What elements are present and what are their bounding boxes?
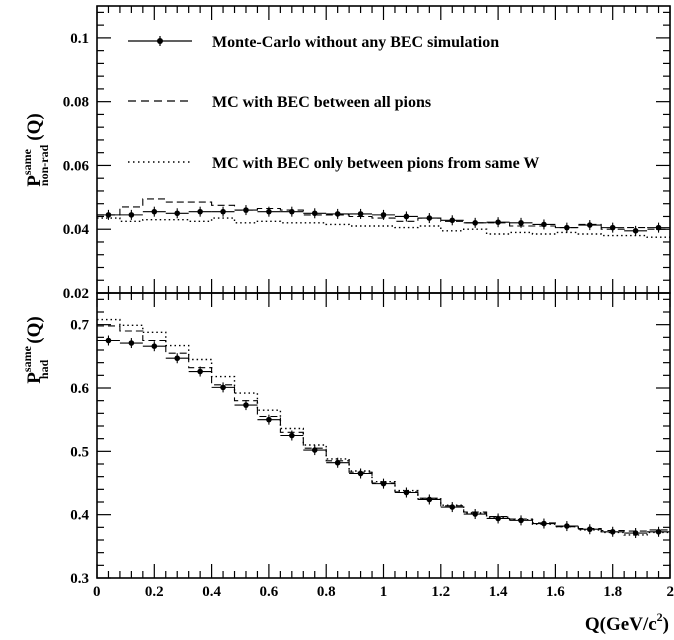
mc-point-bottom	[151, 343, 158, 350]
mc-point-top	[220, 208, 226, 215]
mc-point-top	[334, 211, 341, 217]
series-bec-same-w-line-bottom	[97, 318, 670, 536]
y-tick-label-bottom: 0.4	[70, 508, 89, 524]
legend-marker	[157, 38, 163, 44]
series-bec-same-w-line-top	[97, 217, 670, 238]
y-tick-label-bottom: 0.3	[70, 571, 89, 587]
mc-point-bottom	[289, 432, 295, 439]
mc-point-top	[357, 211, 364, 217]
x-tick-label: 1.8	[603, 584, 622, 600]
top-y-title-sub: non-rad	[37, 144, 51, 186]
mc-point-top	[151, 208, 158, 215]
x-tick-label: 0.8	[317, 584, 336, 600]
x-tick-label: 0.6	[260, 584, 279, 600]
legend: Monte-Carlo without any BEC simulation M…	[128, 34, 539, 172]
mc-point-top	[495, 219, 501, 226]
x-tick-label: 0.2	[145, 584, 164, 600]
mc-point-top	[586, 222, 593, 228]
mc-point-top	[197, 208, 203, 215]
bottom-y-title-sub: had	[37, 359, 51, 379]
y-tick-label-top: 0.1	[70, 31, 89, 47]
bottom-y-axis-title: Psame had (Q)	[20, 316, 51, 383]
mc-point-bottom	[266, 416, 272, 423]
mc-point-top	[472, 220, 478, 226]
bottom-plot-area	[97, 318, 670, 539]
top-y-axis-title: Psame non-rad (Q)	[20, 113, 51, 186]
mc-point-top	[518, 220, 524, 226]
x-tick-label: 0	[93, 584, 101, 600]
mc-point-bottom	[541, 520, 547, 527]
legend-label-mc-no-bec: Monte-Carlo without any BEC simulation	[212, 34, 499, 51]
mc-point-bottom	[105, 337, 112, 344]
mc-point-bottom	[495, 515, 501, 522]
mc-point-top	[380, 212, 387, 218]
bottom-axis-ticks: 0.3 0.4 0.5 0.6 0.7 0 0.2 0.4 0.6 0.8 1 1.2 1.4 1.6 1.…	[70, 293, 674, 600]
y-tick-label-top: 0.02	[63, 286, 89, 302]
series-bec-all-line-top	[97, 198, 670, 230]
x-tick-label: 1	[380, 584, 388, 600]
mc-point-bottom	[174, 355, 181, 362]
top-y-title-main: P	[24, 175, 45, 187]
x-title-main: Q(GeV/c	[585, 614, 657, 635]
mc-point-bottom	[128, 340, 135, 346]
y-tick-label-top: 0.08	[63, 95, 89, 111]
bottom-y-title-main: P	[24, 372, 45, 384]
legend-label-bec-all: MC with BEC between all pions	[212, 94, 431, 111]
y-tick-label-bottom: 0.5	[70, 444, 89, 460]
mc-point-bottom	[197, 368, 203, 375]
bottom-plot-frame	[96, 292, 671, 579]
legend-label-bec-same-w: MC with BEC only between pions from same…	[212, 155, 539, 172]
top-y-title-sup: same	[20, 148, 34, 175]
mc-point-top	[403, 213, 410, 220]
mc-point-top	[128, 212, 135, 218]
mc-point-top	[174, 210, 181, 217]
top-panel: 0.02 0.04 0.06 0.08 0.1 Psame non-rad (Q) Mont…	[20, 5, 671, 302]
mc-point-top	[564, 224, 570, 231]
mc-point-top	[632, 228, 639, 234]
mc-point-bottom	[220, 384, 226, 391]
bottom-y-title-suffix: (Q)	[24, 316, 45, 343]
series-bec-all-line-bottom	[97, 325, 670, 532]
x-tick-label: 1.4	[489, 584, 508, 600]
mc-point-bottom	[564, 523, 570, 529]
top-plot-area	[97, 198, 670, 238]
y-tick-label-top: 0.06	[63, 158, 90, 174]
mc-point-bottom	[243, 402, 249, 408]
top-y-ticks: 0.02 0.04 0.06 0.08 0.1	[63, 6, 671, 302]
x-title-sup: 2	[657, 610, 663, 624]
legend-entry-bec-all: MC with BEC between all pions	[128, 94, 431, 111]
x-axis-title: Q(GeV/c2)	[585, 610, 669, 635]
bottom-panel: 0.3 0.4 0.5 0.6 0.7 0 0.2 0.4 0.6 0.8 1 1.2 1.4 1.6 1.…	[20, 292, 674, 635]
y-tick-label-bottom: 0.6	[70, 381, 89, 397]
x-tick-label: 1.6	[546, 584, 565, 600]
mc-point-top	[449, 217, 456, 224]
x-tick-label: 1.2	[431, 584, 450, 600]
x-title-suffix: )	[663, 614, 669, 635]
legend-entry-mc-no-bec: Monte-Carlo without any BEC simulation	[128, 34, 499, 51]
mc-point-top	[266, 208, 272, 215]
bottom-y-title-sup: same	[20, 345, 34, 372]
x-tick-label: 2	[667, 584, 674, 600]
x-tick-label: 0.4	[202, 584, 221, 600]
y-tick-label-top: 0.04	[63, 222, 90, 238]
y-tick-label-bottom: 0.7	[70, 318, 89, 334]
top-y-title-suffix: (Q)	[24, 113, 45, 140]
legend-entry-bec-same-w: MC with BEC only between pions from same…	[128, 155, 539, 172]
